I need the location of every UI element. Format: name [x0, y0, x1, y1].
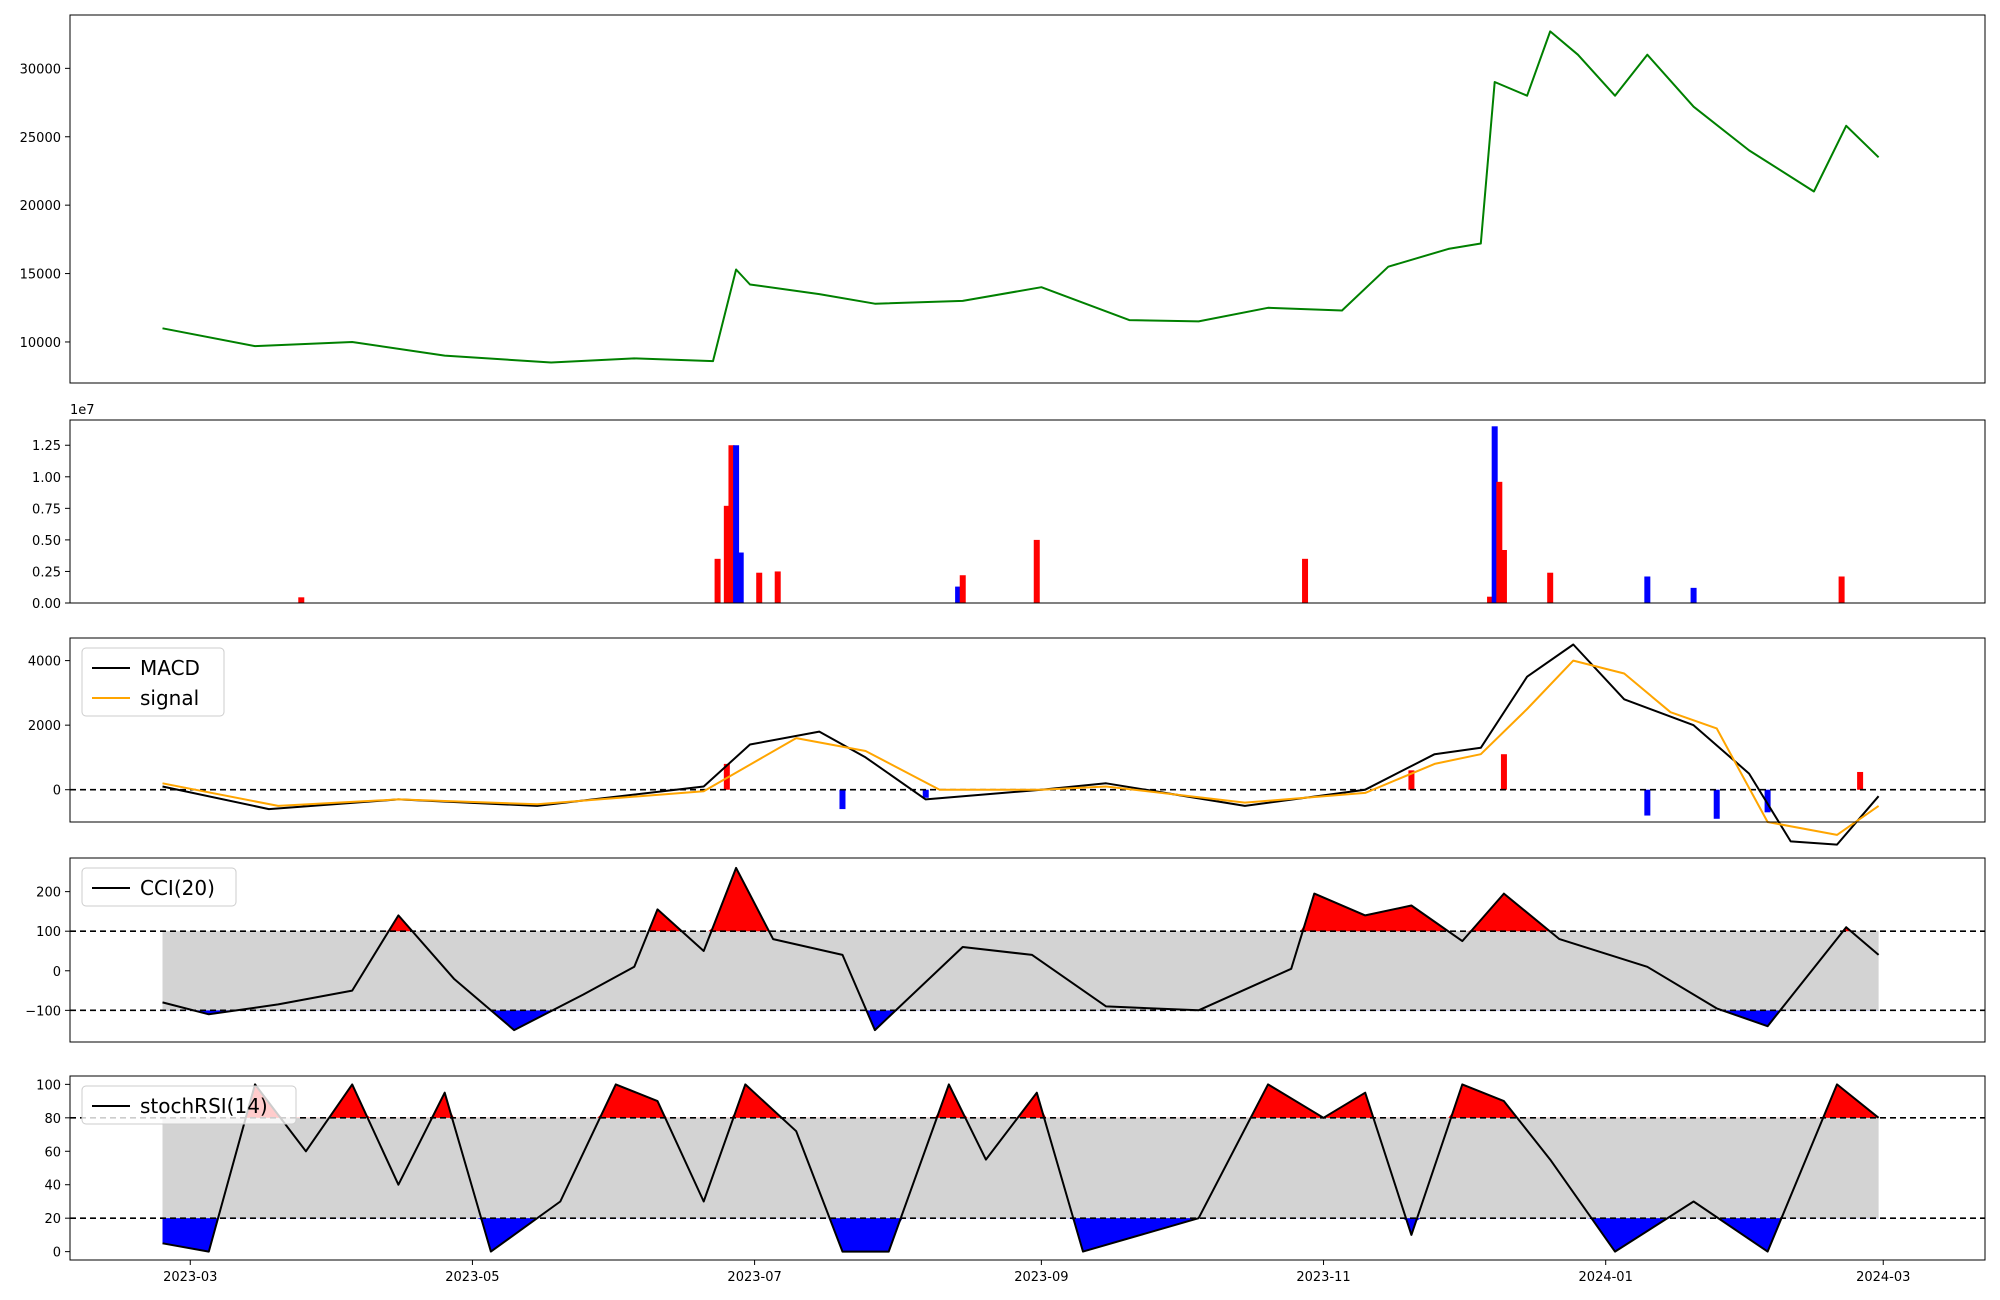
- cci-oversold-fill: [162, 1010, 1879, 1031]
- volume-bar: [1547, 572, 1554, 603]
- y-tick-label: 10000: [20, 336, 61, 351]
- y-tick-label: 0.75: [32, 502, 61, 517]
- macd-histogram-bar: [1644, 789, 1651, 816]
- legend-box: [81, 1085, 297, 1125]
- volume-bar: [1487, 596, 1494, 603]
- volume-bar: [774, 571, 781, 603]
- volume-bar: [714, 558, 721, 603]
- volume-bar: [737, 552, 744, 603]
- y-tick-label: 25000: [20, 131, 61, 146]
- volume-bar: [1496, 481, 1503, 603]
- stochrsi-oversold-fill: [162, 1218, 1879, 1252]
- macd-histogram-bar: [1713, 789, 1720, 819]
- axes-frame: [69, 857, 1986, 1043]
- y-tick-label: 20: [44, 1212, 61, 1227]
- macd-panel: 0 2000 4000 MACD signal: [28, 637, 1986, 846]
- y-tick-label: 60: [44, 1145, 61, 1160]
- legend-entry-cci-20: CCI(20): [140, 876, 215, 900]
- y-tick-label: 0: [53, 1246, 61, 1261]
- volume-bar: [955, 586, 962, 603]
- volume-scale-label: 1e7: [70, 403, 95, 418]
- y-tick-label: 15000: [20, 268, 61, 283]
- y-tick-label: 100: [36, 925, 61, 940]
- macd-histogram-bar: [1500, 754, 1507, 790]
- cci-line: [162, 866, 1880, 1032]
- macd-histogram-bar: [723, 763, 730, 790]
- y-tick-label: 1.25: [32, 439, 61, 454]
- y-tick-label: 40: [44, 1179, 61, 1194]
- macd-histogram-bar: [1857, 771, 1864, 790]
- y-tick-label: 0: [53, 965, 61, 980]
- price-panel: 10000 15000 20000 25000 30000: [20, 14, 1986, 384]
- macd-histogram-bar: [839, 789, 846, 810]
- macd-histogram-bar: [922, 789, 929, 798]
- macd-histogram-bar: [1408, 770, 1415, 790]
- cci-panel: −100 0 100 200 CCI(20): [25, 857, 1986, 1043]
- x-tick-label: 2023-09: [1014, 1270, 1068, 1285]
- y-tick-label: 200: [36, 886, 61, 901]
- y-tick-label: 1.00: [32, 471, 61, 486]
- axes-frame: [69, 637, 1986, 823]
- y-tick-label: 0.50: [32, 534, 61, 549]
- legend-entry-signal: signal: [140, 686, 199, 710]
- axes-frame: [69, 14, 1986, 384]
- price-line: [162, 30, 1880, 364]
- volume-bar: [728, 445, 735, 603]
- y-tick-label: 80: [44, 1112, 61, 1127]
- macd-line: [162, 643, 1880, 846]
- stochrsi-neutral-band: [162, 1117, 1879, 1219]
- legend-box: [81, 867, 237, 907]
- x-tick-label: 2023-11: [1296, 1270, 1350, 1285]
- signal-line: [162, 659, 1880, 836]
- y-tick-label: 0: [53, 784, 61, 799]
- y-tick-label: 0.25: [32, 565, 61, 580]
- volume-bar: [298, 597, 305, 603]
- y-tick-label: 4000: [28, 655, 61, 670]
- y-tick-label: 100: [36, 1078, 61, 1093]
- y-tick-label: 30000: [20, 62, 61, 77]
- macd-histogram-bar: [1764, 789, 1771, 813]
- volume-bar: [959, 575, 966, 603]
- y-tick-label: −100: [25, 1004, 61, 1019]
- legend-entry-stochrsi-14: stochRSI(14): [140, 1094, 268, 1118]
- legend-entry-macd: MACD: [140, 656, 200, 680]
- y-tick-label: 2000: [28, 719, 61, 734]
- volume-bar: [1644, 576, 1651, 603]
- x-tick-label: 2023-05: [445, 1270, 499, 1285]
- cci-neutral-band: [162, 931, 1879, 1011]
- volume-bar: [723, 505, 730, 603]
- volume-bar: [1838, 576, 1845, 603]
- volume-bar: [1690, 587, 1697, 603]
- y-tick-label: 20000: [20, 199, 61, 214]
- stochrsi-panel: 0 20 40 60 80 100 stochRSI(14): [36, 1075, 1986, 1261]
- volume-bar: [756, 572, 763, 603]
- volume-bar: [733, 445, 740, 603]
- volume-bar: [1500, 549, 1507, 603]
- x-tick-label: 2023-07: [727, 1270, 781, 1285]
- axes-frame: [69, 1075, 1986, 1261]
- y-tick-label: 0.00: [32, 597, 61, 612]
- x-tick-label: 2023-03: [163, 1270, 217, 1285]
- cci-overbought-fill: [162, 867, 1879, 932]
- volume-bar: [1302, 558, 1309, 603]
- x-tick-label: 2024-01: [1579, 1270, 1633, 1285]
- x-tick-label: 2024-03: [1856, 1270, 1910, 1285]
- stochrsi-overbought-fill: [162, 1084, 1879, 1118]
- volume-panel: 0.00 0.25 0.50 0.75 1.00 1.25 1e7: [32, 403, 1986, 612]
- volume-bar: [1491, 426, 1498, 603]
- stochrsi-line: [162, 1083, 1880, 1253]
- volume-bar: [1033, 539, 1040, 603]
- axes-frame: [69, 419, 1986, 604]
